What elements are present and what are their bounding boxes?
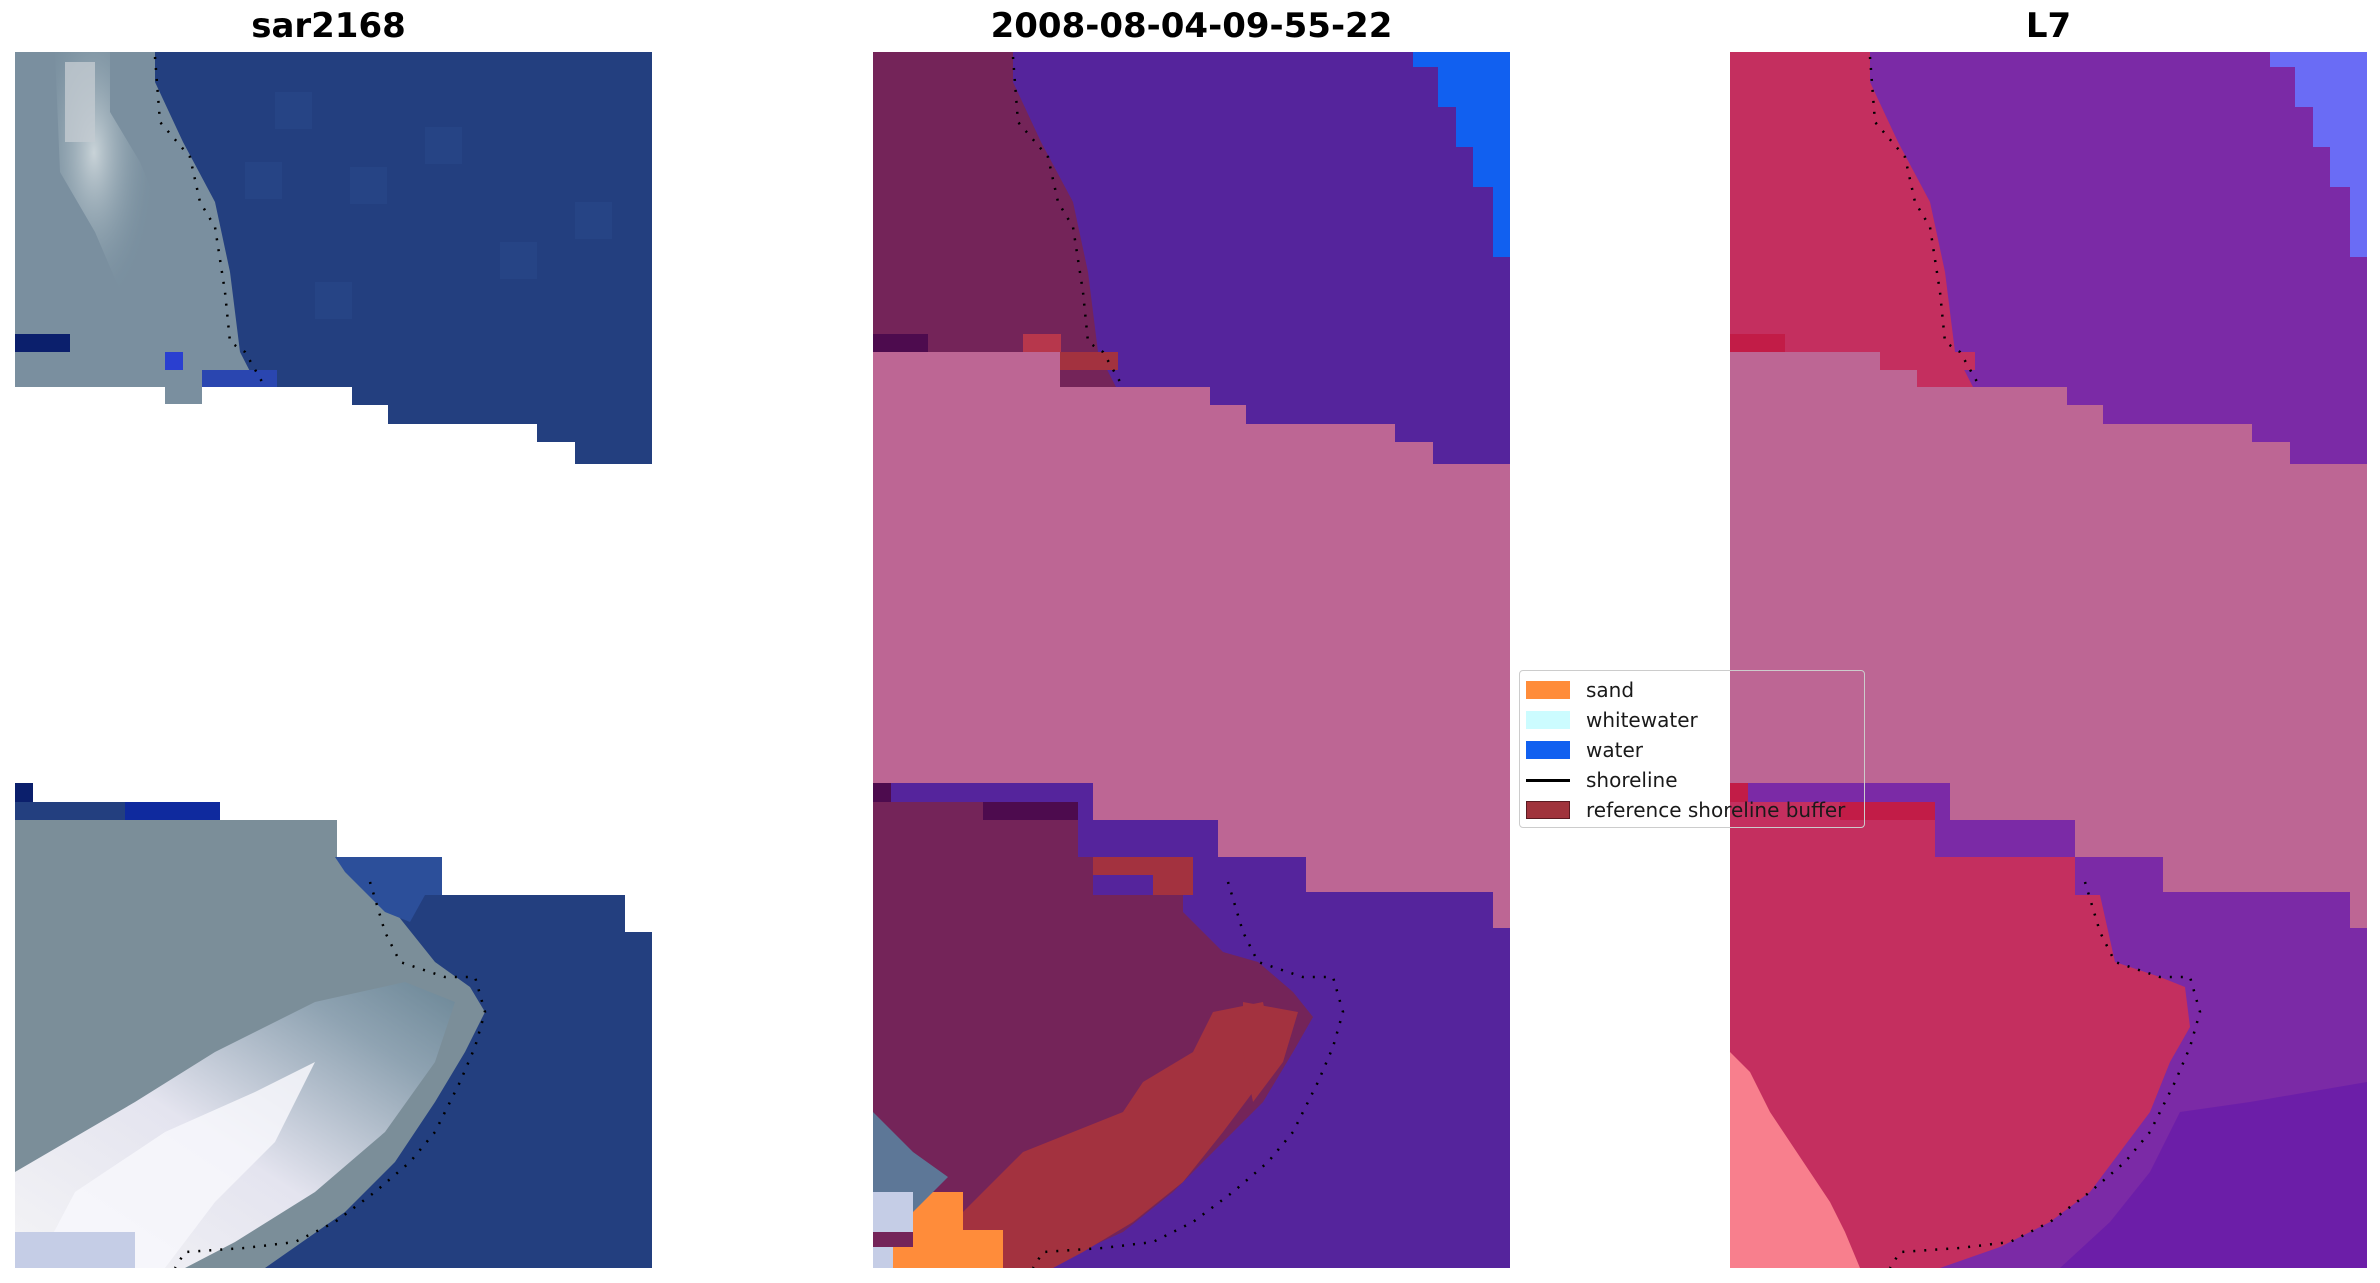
index-image-panel <box>1730 52 2367 1268</box>
legend-label: sand <box>1586 678 1635 702</box>
rgb-image <box>15 52 652 1268</box>
legend-patch-reference-buffer <box>1526 801 1570 819</box>
rgb-image-panel <box>15 52 652 1268</box>
panel-title-ndwi: L7 <box>2025 6 2072 46</box>
legend-label: water <box>1586 738 1643 762</box>
legend-label: whitewater <box>1586 708 1698 732</box>
legend-line-shoreline <box>1526 778 1570 782</box>
legend-patch-whitewater <box>1526 711 1570 729</box>
legend-item-whitewater: whitewater <box>1526 705 1698 735</box>
panel-title-classified: 2008-08-04-09-55-22 <box>990 6 1393 46</box>
classified-image <box>873 52 1510 1268</box>
panel-title-rgb: sar2168 <box>251 6 406 46</box>
classified-image-panel <box>873 52 1510 1268</box>
legend-label: reference shoreline buffer <box>1586 798 1846 822</box>
legend-item-reference-buffer: reference shoreline buffer <box>1526 795 1845 825</box>
legend-patch-water <box>1526 741 1570 759</box>
index-image <box>1730 52 2367 1268</box>
legend: sand whitewater water shoreline referenc… <box>1519 670 1865 828</box>
legend-item-water: water <box>1526 735 1643 765</box>
legend-patch-sand <box>1526 681 1570 699</box>
legend-item-sand: sand <box>1526 675 1634 705</box>
legend-label: shoreline <box>1586 768 1678 792</box>
legend-item-shoreline: shoreline <box>1526 765 1678 795</box>
